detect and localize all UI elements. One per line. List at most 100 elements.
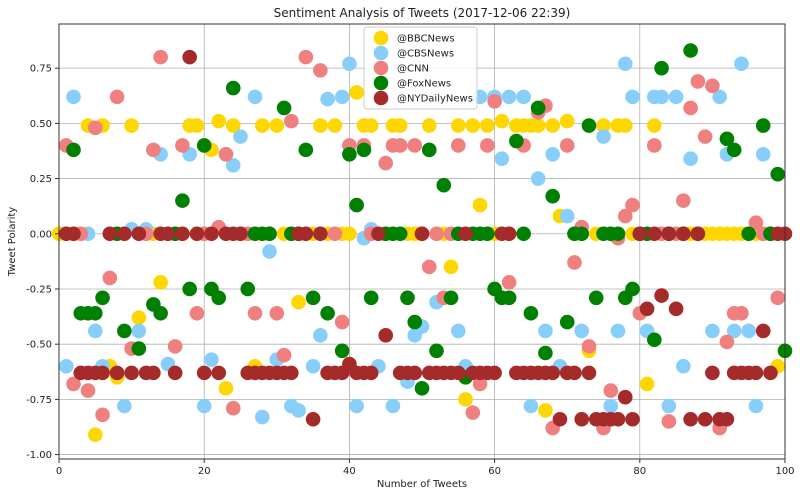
data-point bbox=[153, 49, 168, 65]
data-point bbox=[661, 414, 677, 429]
data-point bbox=[117, 323, 132, 339]
legend: @BBCNews @CBSNews @CNN @FoxNews @NYDailyNews bbox=[363, 26, 478, 110]
data-point bbox=[225, 80, 241, 96]
data-point bbox=[211, 365, 227, 381]
data-point bbox=[95, 365, 110, 381]
data-point bbox=[465, 118, 481, 133]
data-point bbox=[204, 226, 219, 242]
data-point bbox=[741, 226, 756, 242]
legend-marker bbox=[373, 75, 389, 91]
data-point bbox=[625, 411, 640, 427]
data-point bbox=[247, 305, 263, 321]
data-point bbox=[755, 118, 771, 133]
data-point bbox=[617, 118, 633, 133]
legend-box bbox=[363, 26, 478, 110]
data-point bbox=[160, 226, 176, 242]
data-point bbox=[363, 365, 379, 381]
data-point bbox=[676, 193, 691, 208]
data-point bbox=[596, 118, 611, 133]
data-point bbox=[530, 100, 546, 116]
data-point bbox=[625, 281, 640, 297]
data-point bbox=[443, 259, 459, 275]
data-point bbox=[175, 226, 190, 242]
legend-label: @BBCNews bbox=[397, 34, 455, 45]
data-point bbox=[734, 305, 749, 321]
data-point bbox=[501, 89, 517, 105]
data-point bbox=[552, 411, 568, 427]
data-point bbox=[748, 398, 764, 414]
data-point bbox=[102, 226, 118, 242]
data-point bbox=[291, 294, 306, 310]
data-point bbox=[610, 411, 626, 427]
data-point bbox=[131, 323, 147, 339]
data-point bbox=[378, 328, 394, 343]
data-point bbox=[516, 226, 531, 242]
data-point bbox=[414, 381, 430, 396]
data-point bbox=[661, 226, 677, 242]
data-point bbox=[654, 89, 669, 105]
data-point bbox=[610, 323, 626, 339]
data-point bbox=[683, 100, 698, 116]
data-point bbox=[603, 398, 619, 414]
data-point bbox=[559, 138, 575, 153]
data-point bbox=[647, 226, 662, 242]
data-point bbox=[146, 142, 161, 158]
data-point bbox=[676, 358, 691, 374]
chart-title: Sentiment Analysis of Tweets (2017-12-06… bbox=[274, 6, 571, 20]
data-point bbox=[574, 226, 590, 242]
data-point bbox=[588, 290, 604, 306]
y-tick-label: 0.50 bbox=[30, 119, 52, 130]
data-point bbox=[639, 376, 655, 392]
data-point bbox=[356, 142, 372, 158]
data-point bbox=[712, 89, 727, 105]
data-point bbox=[400, 290, 415, 306]
data-point bbox=[363, 118, 379, 133]
data-point bbox=[131, 310, 147, 325]
data-point bbox=[748, 215, 764, 231]
data-point bbox=[392, 226, 408, 242]
legend-label: @NYDailyNews bbox=[397, 94, 473, 105]
data-point bbox=[421, 118, 437, 133]
data-point bbox=[240, 281, 256, 297]
data-point bbox=[371, 226, 386, 242]
data-point bbox=[327, 118, 343, 133]
data-point bbox=[80, 383, 96, 398]
data-point bbox=[305, 290, 321, 306]
data-point bbox=[683, 411, 698, 427]
data-point bbox=[603, 383, 619, 398]
data-point bbox=[334, 89, 350, 105]
data-point bbox=[697, 129, 713, 144]
data-point bbox=[225, 118, 241, 133]
data-point bbox=[538, 323, 553, 339]
data-point bbox=[690, 74, 706, 89]
data-point bbox=[451, 118, 466, 133]
data-point bbox=[95, 407, 110, 423]
data-point bbox=[298, 226, 314, 242]
data-point bbox=[429, 343, 444, 359]
data-point bbox=[349, 85, 364, 100]
data-point bbox=[88, 120, 103, 136]
data-point bbox=[596, 129, 611, 144]
data-point bbox=[342, 56, 357, 72]
x-tick-label: 80 bbox=[633, 466, 646, 477]
y-tick-label: 0.00 bbox=[30, 229, 52, 240]
data-point bbox=[233, 226, 248, 242]
data-point bbox=[313, 226, 328, 242]
data-point bbox=[567, 365, 582, 381]
data-point bbox=[305, 358, 321, 374]
data-point bbox=[66, 226, 81, 242]
data-point bbox=[233, 129, 248, 144]
data-point bbox=[407, 138, 423, 153]
data-point bbox=[755, 146, 771, 162]
data-point bbox=[131, 341, 147, 356]
data-point bbox=[349, 197, 364, 213]
data-point bbox=[458, 226, 473, 242]
data-point bbox=[102, 270, 118, 286]
data-point bbox=[204, 352, 219, 367]
data-point bbox=[298, 142, 314, 158]
y-tick-label: -0.75 bbox=[26, 395, 52, 406]
data-point bbox=[109, 89, 125, 105]
data-point bbox=[639, 301, 655, 317]
data-point bbox=[748, 365, 764, 381]
